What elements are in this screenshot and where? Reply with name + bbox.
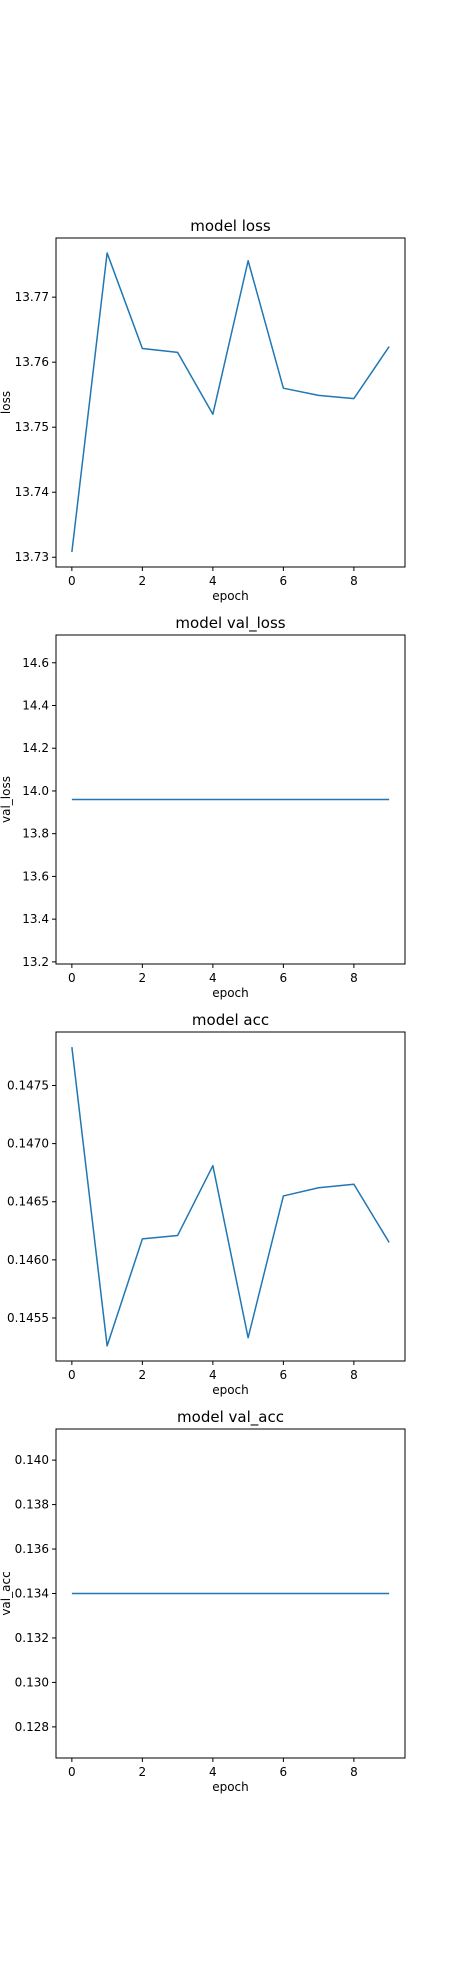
plot-frame [55,1031,406,1362]
plot-frame [55,237,406,568]
x-tick-label: 8 [350,1765,358,1779]
y-tick-label: 14.0 [22,784,49,798]
x-tick-label: 0 [68,574,76,588]
x-tick-label: 6 [280,971,288,985]
x-axis-label: epoch [212,1780,249,1794]
y-tick-label: 0.140 [15,1453,49,1467]
x-tick-label: 2 [139,971,147,985]
x-tick-label: 4 [209,971,217,985]
y-axis-label: val_acc [0,1571,13,1615]
y-tick-label: 14.2 [22,741,49,755]
x-tick-label: 8 [350,1368,358,1382]
y-axis-label: val_loss [0,776,13,823]
y-tick-label: 13.73 [15,550,49,564]
x-tick-label: 6 [280,1368,288,1382]
y-axis-label: loss [0,391,13,414]
x-tick-label: 4 [209,574,217,588]
chart-4: model val_acc 0 2 4 6 8 0.128 0.130 0.132 0.134 0.… [0,1408,406,1794]
y-tick-label: 13.75 [15,420,49,434]
x-tick-label: 2 [139,1368,147,1382]
y-tick-label: 13.6 [22,869,49,883]
chart-title: model acc [192,1011,269,1029]
x-axis-label: epoch [212,589,249,603]
y-tick-label: 13.8 [22,827,49,841]
x-tick-label: 4 [209,1368,217,1382]
x-axis-label: epoch [212,986,249,1000]
x-tick-label: 6 [280,574,288,588]
chart-title: model loss [190,217,271,235]
y-tick-label: 13.4 [22,912,49,926]
y-tick-label: 0.132 [15,1631,49,1645]
y-tick-label: 14.4 [22,699,49,713]
x-tick-label: 0 [68,1368,76,1382]
y-tick-label: 0.1470 [7,1137,49,1151]
series-line-1 [71,1047,390,1347]
chart-1: model loss 0 2 4 6 8 13.73 13.74 13.75 13.76 13.77… [0,217,406,603]
y-tick-label: 13.2 [22,955,49,969]
y-tick-label: 13.77 [15,290,49,304]
y-tick-label: 0.128 [15,1720,49,1734]
y-tick-label: 0.1475 [7,1078,49,1092]
x-tick-label: 4 [209,1765,217,1779]
x-tick-label: 0 [68,971,76,985]
chart-3: model acc 0 2 4 6 8 0.1455 0.1460 0.1465 0.1470 0.… [7,1011,406,1397]
series-line-1 [71,252,390,553]
x-tick-label: 0 [68,1765,76,1779]
x-tick-label: 8 [350,971,358,985]
x-axis-label: epoch [212,1383,249,1397]
y-tick-label: 0.130 [15,1675,49,1689]
y-tick-label: 0.138 [15,1498,49,1512]
y-tick-label: 13.74 [15,485,49,499]
x-tick-label: 6 [280,1765,288,1779]
y-tick-label: 0.1455 [7,1311,49,1325]
chart-2: model val_loss 0 2 4 6 8 13.2 13.4 13.6 13.8 14.0 1… [0,614,406,1000]
plot-frame [55,634,406,965]
chart-title: model val_acc [177,1408,284,1427]
y-tick-label: 0.136 [15,1542,49,1556]
x-tick-label: 2 [139,1765,147,1779]
y-tick-label: 0.1465 [7,1195,49,1209]
x-tick-label: 2 [139,574,147,588]
y-tick-label: 0.1460 [7,1253,49,1267]
y-tick-label: 14.6 [22,656,49,670]
y-tick-label: 0.134 [15,1587,49,1601]
y-tick-label: 13.76 [15,355,49,369]
chart-title: model val_loss [175,614,285,633]
x-tick-label: 8 [350,574,358,588]
